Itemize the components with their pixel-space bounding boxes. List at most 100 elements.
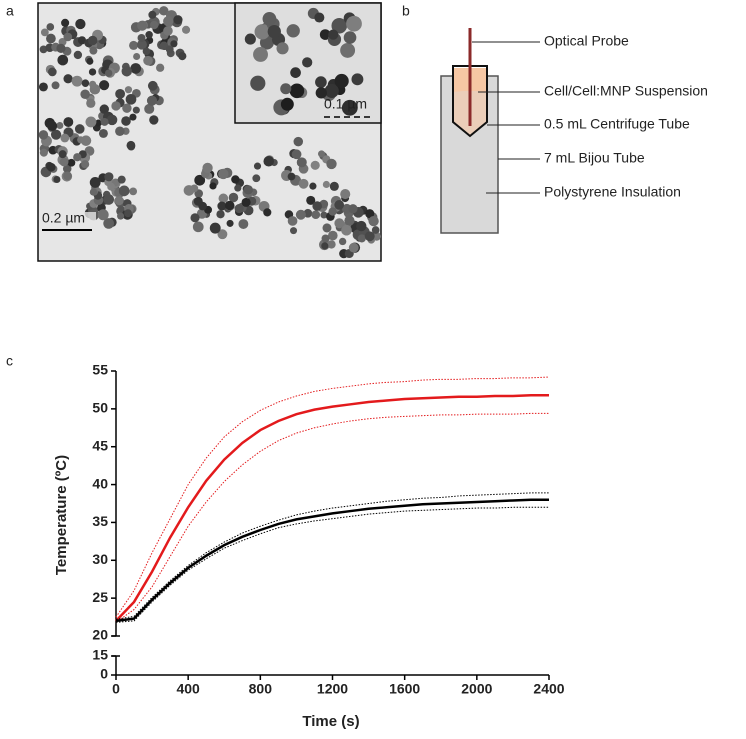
y-tick-label: 55	[92, 362, 108, 378]
particle	[88, 68, 97, 76]
particle	[71, 75, 83, 87]
y-tick-label: 20	[92, 627, 108, 643]
y-tick-label: 15	[92, 647, 108, 663]
particle	[62, 164, 72, 174]
particle	[334, 200, 345, 210]
particle	[293, 136, 304, 147]
particle	[137, 20, 148, 31]
particle	[329, 181, 339, 191]
inset-particles	[244, 7, 364, 116]
particle	[147, 80, 158, 91]
particle	[148, 10, 157, 19]
x-axis-label: Time (s)	[302, 713, 359, 730]
particle	[46, 162, 56, 172]
particle	[322, 223, 332, 233]
particle	[85, 116, 97, 128]
diagram-label: Optical Probe	[544, 33, 629, 49]
particle	[218, 168, 229, 180]
particle	[149, 115, 159, 125]
x-tick-label: 2000	[461, 681, 492, 697]
particle	[170, 40, 178, 48]
particle	[51, 81, 60, 90]
particle	[150, 20, 159, 30]
particle	[137, 33, 146, 42]
x-tick-label: 2400	[533, 681, 564, 697]
particle	[74, 124, 85, 134]
particle	[234, 204, 244, 214]
particle	[351, 73, 364, 86]
series-line	[115, 492, 549, 620]
particle	[100, 117, 109, 126]
particle	[97, 209, 109, 221]
particle	[144, 103, 155, 114]
particle	[348, 204, 358, 214]
particle	[159, 41, 169, 50]
particle	[87, 35, 98, 46]
particle	[298, 178, 309, 189]
particle	[63, 32, 73, 42]
particle	[250, 75, 266, 91]
particle	[344, 215, 355, 226]
inset-scale-label: 0.1 µm	[324, 96, 367, 112]
particle	[61, 18, 70, 27]
particle	[89, 177, 101, 188]
particle	[118, 185, 130, 197]
series-line	[115, 412, 549, 623]
particle	[156, 63, 165, 72]
particle	[111, 101, 121, 111]
series-line	[115, 498, 549, 623]
particle	[280, 97, 294, 111]
particle	[267, 24, 281, 39]
particle	[77, 36, 87, 45]
diagram-label: Polystyrene Insulation	[544, 184, 681, 200]
particle	[106, 114, 118, 126]
particle	[163, 26, 173, 36]
particle	[122, 103, 132, 113]
particle	[56, 43, 66, 53]
particle	[328, 29, 339, 40]
particle	[334, 73, 349, 89]
particle	[324, 83, 339, 98]
centrifuge-tube	[452, 65, 488, 138]
particle	[356, 220, 367, 232]
particle	[46, 23, 55, 31]
particle	[217, 229, 228, 240]
particle	[321, 242, 329, 250]
particle	[346, 15, 362, 32]
y-tick-label: 35	[92, 513, 108, 529]
particle	[253, 162, 262, 170]
particle	[192, 221, 204, 233]
particle	[136, 39, 147, 50]
particle	[60, 133, 70, 143]
panel-label: c	[6, 353, 13, 369]
particle	[63, 74, 73, 84]
particle	[80, 135, 92, 146]
particle	[289, 83, 305, 99]
particle	[89, 188, 98, 196]
particle	[243, 185, 253, 195]
particle	[75, 18, 86, 30]
particle	[124, 86, 133, 94]
particle	[327, 240, 336, 249]
particle	[130, 63, 142, 74]
particle	[218, 193, 229, 204]
particle	[57, 54, 69, 66]
particle	[104, 172, 114, 182]
particle	[263, 155, 275, 167]
x-tick-label: 1200	[317, 681, 348, 697]
particle	[228, 192, 239, 203]
particle	[143, 55, 153, 66]
particle	[56, 122, 64, 130]
particle	[309, 182, 317, 190]
particle	[341, 224, 352, 236]
particle	[73, 50, 83, 60]
particle	[263, 208, 272, 217]
particle	[40, 28, 49, 37]
particle	[38, 82, 48, 92]
particle	[99, 104, 110, 114]
particle	[194, 174, 206, 186]
particle	[209, 222, 221, 234]
particle	[286, 24, 300, 38]
particle	[348, 242, 359, 253]
particle	[182, 25, 191, 34]
